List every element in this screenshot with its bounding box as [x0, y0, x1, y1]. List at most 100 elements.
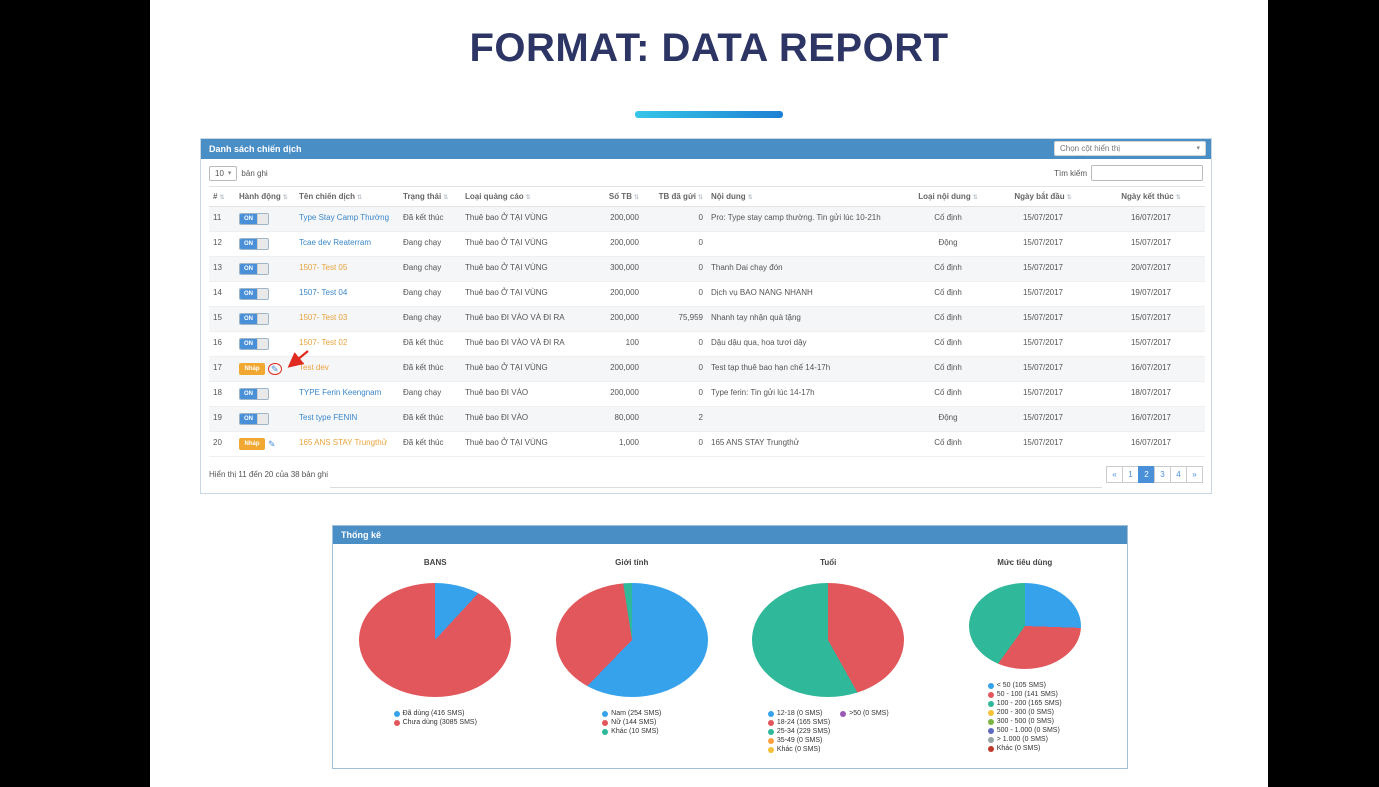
pending-badge[interactable]: Nháp [239, 363, 265, 376]
legend-color-dot [987, 709, 994, 716]
pagination-page[interactable]: 1 [1122, 466, 1139, 484]
content-cell [707, 406, 907, 433]
campaign-name-link[interactable]: Test dev [295, 356, 399, 383]
chevron-down-icon: ▾ [227, 170, 232, 177]
content-type-cell: Động [907, 231, 989, 257]
column-selector-dropdown[interactable]: Chọn cột hiển thị ▾ [1054, 141, 1206, 156]
column-header[interactable]: Trạng thái ⇅ [399, 186, 461, 207]
column-header[interactable]: Ngày bắt đầu ⇅ [989, 186, 1097, 207]
status-cell: Đang chạy [399, 306, 461, 332]
sent-count: 0 [643, 331, 707, 357]
campaign-name-link[interactable]: TYPE Ferin Keengnam [295, 381, 399, 408]
sort-icon: ⇅ [282, 195, 288, 201]
status-toggle[interactable]: ON [239, 413, 269, 426]
campaign-name-link[interactable]: 1507- Test 05 [295, 256, 399, 282]
legend-color-dot [767, 710, 774, 717]
legend-color-dot [987, 736, 994, 743]
row-index: 11 [209, 206, 235, 232]
column-header[interactable]: Nội dung ⇅ [707, 186, 907, 207]
ad-type-cell: Thuê bao Ở TẠI VÙNG [461, 231, 583, 257]
content-type-cell: Cố định [907, 206, 989, 232]
campaign-name-link[interactable]: 165 ANS STAY Trungthử [295, 431, 399, 458]
campaign-name-link[interactable]: Tcae dev Reaterram [295, 231, 399, 257]
stats-panel-title: Thống kê [341, 530, 381, 540]
pagination-page[interactable]: 3 [1154, 466, 1171, 484]
legend-label: > 1.000 (0 SMS) [996, 736, 1048, 743]
campaign-row: 19 ON Test type FENIN Đã kết thúc Thuê bao Đ… [209, 406, 1205, 433]
legend-item: 12-18 (0 SMS) [767, 709, 830, 718]
edit-icon[interactable]: ✎ [268, 439, 276, 450]
legend-item: 35-49 (0 SMS) [767, 736, 830, 745]
slide-title: FORMAT: DATA REPORT [469, 26, 949, 70]
legend-item: 300 - 500 (0 SMS) [987, 717, 1062, 726]
legend-item: > 1.000 (0 SMS) [987, 735, 1062, 744]
column-header[interactable]: TB đã gửi ⇅ [643, 186, 707, 207]
sent-count: 75,959 [643, 306, 707, 332]
start-date-cell: 15/07/2017 [989, 356, 1097, 383]
search-label: Tìm kiếm [1054, 168, 1087, 178]
status-toggle[interactable]: ON [239, 263, 269, 275]
sent-count: 0 [643, 381, 707, 408]
annotation-arrow [287, 350, 309, 368]
column-header[interactable]: Ngày kết thúc ⇅ [1097, 186, 1205, 207]
content-cell: Pro: Type stay camp thường. Tin gửi lúc … [707, 206, 907, 232]
row-index: 14 [209, 281, 235, 307]
status-toggle[interactable]: ON [239, 213, 269, 225]
pagination-page[interactable]: 4 [1170, 466, 1187, 484]
status-toggle[interactable]: ON [239, 388, 269, 401]
start-date-cell: 15/07/2017 [989, 431, 1097, 458]
legend-label: 25-34 (229 SMS) [776, 728, 831, 735]
legend-label: Khác (0 SMS) [996, 745, 1041, 752]
legend-item: 25-34 (229 SMS) [767, 727, 831, 736]
page-size-select[interactable]: 10 ▾ [209, 165, 238, 181]
content-cell: Test tạp thuê bao hạn chế 14-17h [707, 356, 907, 383]
ad-type-cell: Thuê bao Ở TẠI VÙNG [461, 431, 583, 458]
subscriber-count: 300,000 [583, 256, 643, 282]
pagination-page[interactable]: 2 [1138, 466, 1155, 484]
legend-item: < 50 (105 SMS) [987, 681, 1062, 690]
sent-count: 0 [643, 206, 707, 232]
legend-item: Chưa dùng (3085 SMS) [393, 718, 477, 727]
ad-type-cell: Thuê bao Ở TẠI VÙNG [461, 356, 583, 383]
legend-item: 500 - 1.000 (0 SMS) [987, 726, 1062, 735]
start-date-cell: 15/07/2017 [989, 206, 1097, 232]
status-toggle[interactable]: ON [239, 313, 269, 325]
column-header[interactable]: Số TB ⇅ [583, 186, 643, 207]
legend-label: Chưa dùng (3085 SMS) [402, 719, 477, 726]
start-date-cell: 15/07/2017 [989, 306, 1097, 332]
status-toggle[interactable]: ON [239, 338, 269, 350]
campaign-name-link[interactable]: 1507- Test 03 [295, 306, 399, 332]
content-type-cell: Cố định [907, 431, 989, 458]
ad-type-cell: Thuê bao ĐI VÀO [461, 406, 583, 433]
end-date-cell: 18/07/2017 [1097, 381, 1205, 408]
legend-label: 50 - 100 (141 SMS) [996, 691, 1058, 698]
pending-badge[interactable]: Nháp [239, 438, 265, 451]
sent-count: 0 [643, 431, 707, 458]
pagination-prev[interactable]: « [1106, 466, 1123, 484]
status-toggle[interactable]: ON [239, 288, 269, 300]
campaign-name-link[interactable]: Test type FENIN [295, 406, 399, 433]
column-header[interactable]: Loại nội dung ⇅ [907, 186, 989, 207]
status-toggle[interactable]: ON [239, 238, 269, 250]
edit-icon[interactable]: ✎ [268, 363, 282, 375]
campaign-name-link[interactable]: 1507- Test 04 [295, 281, 399, 307]
column-header[interactable]: Loại quảng cáo ⇅ [461, 186, 583, 207]
content-cell: Type ferin: Tin gửi lúc 14-17h [707, 381, 907, 408]
column-header[interactable]: Hành động ⇅ [235, 186, 295, 207]
legend-label: 200 - 300 (0 SMS) [996, 709, 1054, 716]
column-header[interactable]: Tên chiến dịch ⇅ [295, 186, 399, 207]
chart-legend: Đã dùng (416 SMS) Chưa dùng (3085 SMS) [393, 709, 477, 727]
content-cell: Thanh Dai chạy đón [707, 256, 907, 282]
stats-panel: Thống kê BANS Đã dùng (416 SMS) Chưa dùng… [332, 525, 1128, 769]
end-date-cell: 15/07/2017 [1097, 306, 1205, 332]
pagination-next[interactable]: » [1186, 466, 1203, 484]
search-input[interactable] [1091, 165, 1203, 181]
status-cell: Đang chạy [399, 231, 461, 257]
legend-color-dot [602, 719, 609, 726]
campaign-name-link[interactable]: Type Stay Camp Thường [295, 206, 399, 232]
sort-icon: ⇅ [1175, 195, 1181, 201]
action-cell: Nháp ✎ [235, 350, 309, 383]
column-header[interactable]: # ⇅ [209, 186, 235, 207]
pie-chart [555, 583, 708, 697]
campaign-name-link[interactable]: 1507- Test 02 [295, 331, 399, 357]
